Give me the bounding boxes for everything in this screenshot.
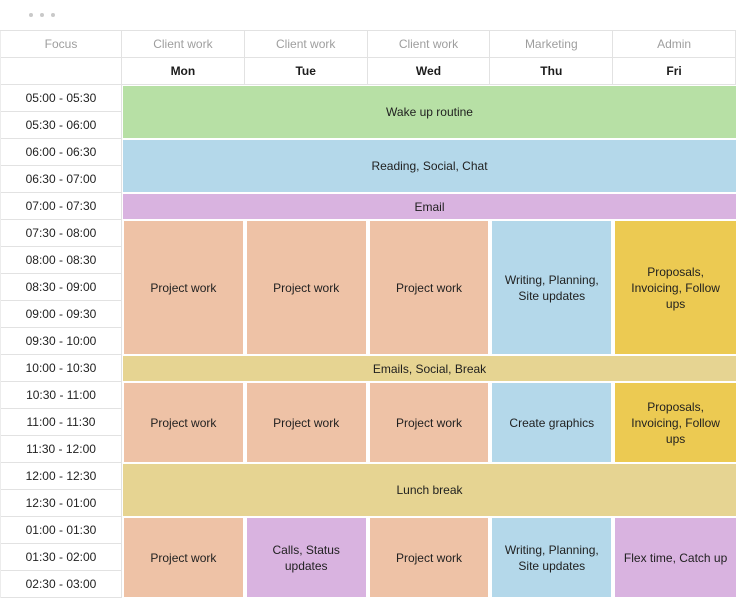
event-project-work[interactable]: Project work (124, 518, 243, 597)
time-slot-label: 11:00 - 11:30 (1, 409, 122, 436)
event-wake-up-routine[interactable]: Wake up routine (123, 86, 736, 138)
window-dot-icon (29, 13, 33, 17)
time-slot-label: 08:00 - 08:30 (1, 247, 122, 274)
event-proposals-invoicing-follow-ups[interactable]: Proposals, Invoicing, Follow ups (615, 221, 736, 354)
time-slot-label: 12:30 - 01:00 (1, 490, 122, 517)
time-slot-label: 02:30 - 03:00 (1, 571, 122, 598)
day-header-empty (1, 58, 122, 85)
time-slot-label: 07:00 - 07:30 (1, 193, 122, 220)
time-slot-label: 05:00 - 05:30 (1, 85, 122, 112)
time-slot-label: 01:30 - 02:00 (1, 544, 122, 571)
time-slot-label: 10:30 - 11:00 (1, 382, 122, 409)
time-slot-label: 09:30 - 10:00 (1, 328, 122, 355)
event-project-work[interactable]: Project work (124, 383, 243, 462)
time-slot-label: 09:00 - 09:30 (1, 301, 122, 328)
event-flex-time-catch-up[interactable]: Flex time, Catch up (615, 518, 736, 597)
event-project-work[interactable]: Project work (246, 221, 366, 354)
event-project-work[interactable]: Project work (124, 221, 243, 354)
event-writing-planning-site-updates[interactable]: Writing, Planning, Site updates (492, 518, 612, 597)
time-slot-label: 05:30 - 06:00 (1, 112, 122, 139)
time-slot-label: 10:00 - 10:30 (1, 355, 122, 382)
column-category-mon: Client work (122, 31, 245, 58)
event-create-graphics[interactable]: Create graphics (492, 383, 612, 462)
time-slot-label: 08:30 - 09:00 (1, 274, 122, 301)
column-category-fri: Admin (613, 31, 736, 58)
event-project-work[interactable]: Project work (246, 383, 366, 462)
event-writing-planning-site-updates[interactable]: Writing, Planning, Site updates (492, 221, 612, 354)
column-category-tue: Client work (244, 31, 368, 58)
time-slot-label: 12:00 - 12:30 (1, 463, 122, 490)
event-project-work[interactable]: Project work (369, 383, 489, 462)
column-category-wed: Client work (367, 31, 491, 58)
day-header-mon: Mon (122, 58, 245, 85)
day-header-wed: Wed (367, 58, 491, 85)
window-dot-icon (40, 13, 44, 17)
time-slot-label: 07:30 - 08:00 (1, 220, 122, 247)
time-slot-label: 01:00 - 01:30 (1, 517, 122, 544)
window-dots (29, 13, 55, 17)
event-lunch-break[interactable]: Lunch break (123, 464, 736, 516)
column-category-focus: Focus (1, 31, 122, 58)
event-project-work[interactable]: Project work (369, 221, 489, 354)
window-dot-icon (51, 13, 55, 17)
column-category-thu: Marketing (490, 31, 614, 58)
event-emails-social-break[interactable]: Emails, Social, Break (123, 356, 736, 381)
time-slot-label: 11:30 - 12:00 (1, 436, 122, 463)
time-slot-label: 06:30 - 07:00 (1, 166, 122, 193)
schedule-grid: Focus Client work Mon Client work Tue Client … (0, 31, 736, 598)
event-proposals-invoicing-follow-ups[interactable]: Proposals, Invoicing, Follow ups (615, 383, 736, 462)
event-project-work[interactable]: Project work (369, 518, 489, 597)
event-calls-status-updates[interactable]: Calls, Status updates (246, 518, 366, 597)
day-header-fri: Fri (613, 58, 736, 85)
event-email[interactable]: Email (123, 194, 736, 219)
day-header-thu: Thu (490, 58, 614, 85)
event-reading-social-chat[interactable]: Reading, Social, Chat (123, 140, 736, 192)
day-header-tue: Tue (244, 58, 368, 85)
window-topbar (0, 0, 736, 31)
time-slot-label: 06:00 - 06:30 (1, 139, 122, 166)
